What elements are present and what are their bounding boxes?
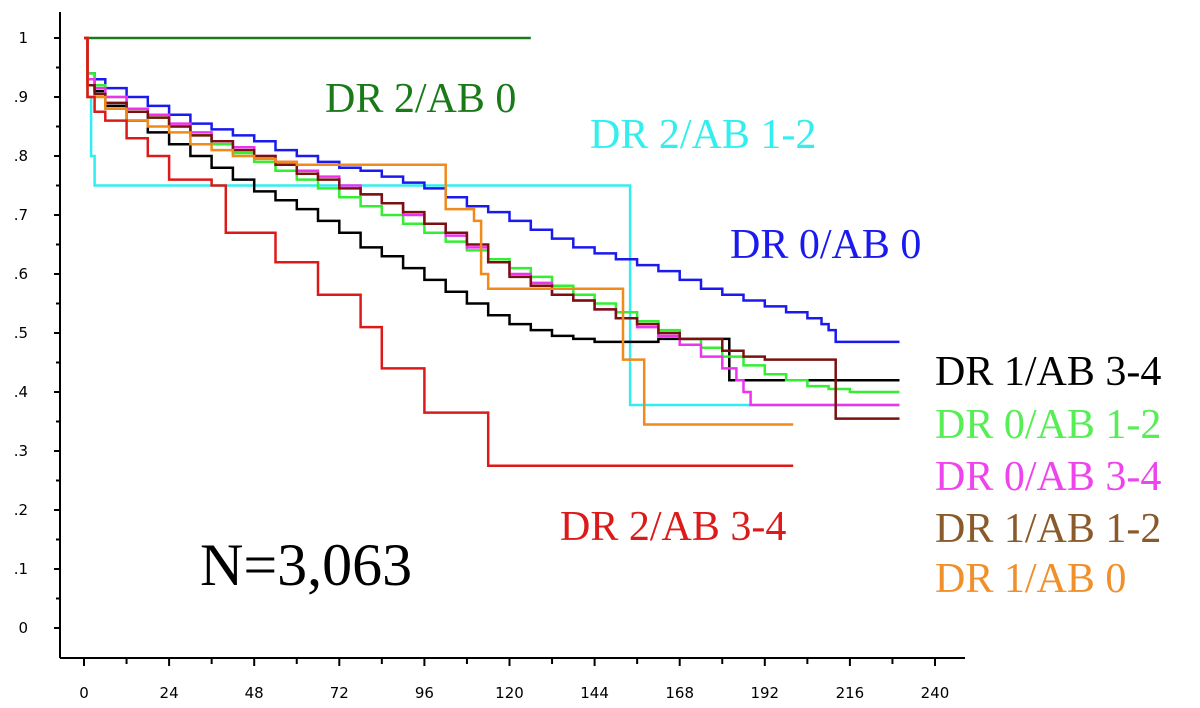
label-dr-1-ab-3-4: DR 1/AB 3-4 bbox=[935, 349, 1161, 395]
label-dr-0-ab-0: DR 0/AB 0 bbox=[730, 222, 921, 268]
y-tick-label: .7 bbox=[14, 206, 28, 224]
chart-axes: 0 .1 .2 .3 .4 .5 .6 .7 .8 .9 1 0 24 48 72 96 120 144 168 19… bbox=[14, 12, 965, 702]
y-tick-label: .1 bbox=[14, 560, 28, 578]
y-tick-label: .5 bbox=[14, 324, 28, 342]
label-dr-2-ab-1-2: DR 2/AB 1-2 bbox=[590, 112, 816, 158]
series-labels: DR 2/AB 0 DR 2/AB 1-2 DR 0/AB 0 DR 1/AB 3-4… bbox=[325, 76, 1161, 602]
x-tick-label: 144 bbox=[580, 684, 609, 702]
y-tick-label: .8 bbox=[14, 147, 28, 165]
y-tick-label: .4 bbox=[14, 383, 28, 401]
x-tick-label: 0 bbox=[79, 684, 89, 702]
label-dr-1-ab-1-2: DR 1/AB 1-2 bbox=[935, 506, 1161, 552]
x-tick-label: 72 bbox=[330, 684, 349, 702]
y-tick-label: .9 bbox=[14, 88, 28, 106]
curve-dr-1-ab-3-4 bbox=[84, 36, 900, 382]
x-tick-label: 192 bbox=[750, 684, 779, 702]
y-tick-label: .3 bbox=[14, 442, 28, 460]
label-dr-0-ab-1-2: DR 0/AB 1-2 bbox=[935, 402, 1161, 448]
x-tick-label: 24 bbox=[160, 684, 179, 702]
x-tick-label: 240 bbox=[921, 684, 950, 702]
y-tick-label: 1 bbox=[18, 29, 28, 47]
y-tick-label: .6 bbox=[14, 265, 28, 283]
x-tick-label: 120 bbox=[495, 684, 524, 702]
x-tick-label: 96 bbox=[415, 684, 434, 702]
label-dr-2-ab-3-4: DR 2/AB 3-4 bbox=[560, 504, 786, 550]
sample-size-annotation: N=3,063 bbox=[200, 532, 412, 598]
x-tick-label: 168 bbox=[665, 684, 694, 702]
label-dr-0-ab-3-4: DR 0/AB 3-4 bbox=[935, 454, 1161, 500]
curve-dr-1-ab-0 bbox=[84, 36, 794, 426]
label-dr-2-ab-0: DR 2/AB 0 bbox=[325, 76, 516, 122]
y-tick-label: .2 bbox=[14, 501, 28, 519]
y-tick-label: 0 bbox=[18, 619, 28, 637]
survival-curves bbox=[84, 36, 900, 468]
label-dr-1-ab-0: DR 1/AB 0 bbox=[935, 556, 1126, 602]
curve-dr-0-ab-0 bbox=[84, 36, 900, 344]
x-tick-label: 216 bbox=[836, 684, 865, 702]
curve-dr-2-ab-3-4 bbox=[84, 36, 794, 468]
x-tick-label: 48 bbox=[245, 684, 264, 702]
